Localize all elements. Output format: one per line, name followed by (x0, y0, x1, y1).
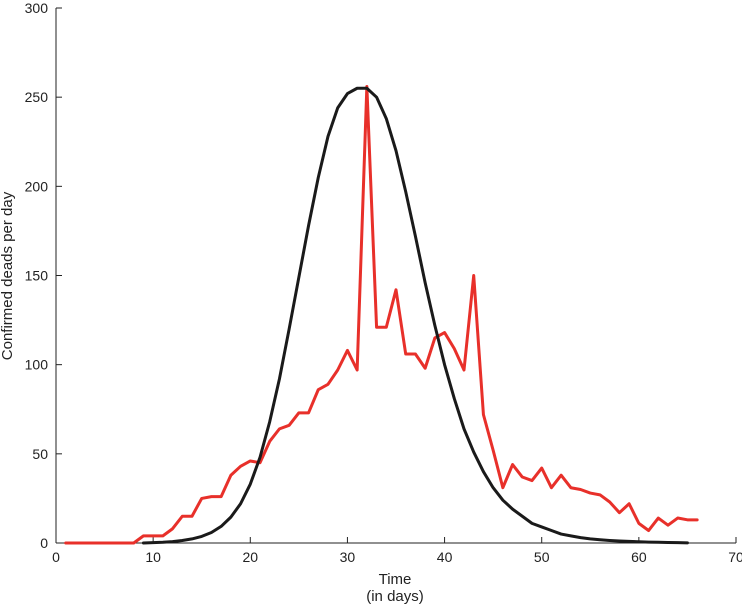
x-tick-label: 70 (728, 549, 742, 565)
x-tick-label: 40 (437, 549, 453, 565)
y-tick-label: 250 (25, 89, 49, 105)
y-tick-label: 150 (25, 268, 49, 284)
x-axis-subtitle: (in days) (366, 588, 424, 605)
observed-data-line (64, 84, 699, 545)
x-axis-ticks: 0 10 20 30 40 50 60 70 (52, 537, 742, 565)
x-tick-label: 10 (145, 549, 161, 565)
x-axis-title: Time (379, 571, 412, 588)
y-tick-label: 0 (40, 535, 48, 551)
x-tick-label: 20 (242, 549, 258, 565)
x-tick-label: 50 (534, 549, 550, 565)
y-tick-label: 300 (25, 0, 49, 16)
series-layer (64, 84, 699, 545)
y-tick-label: 50 (32, 446, 48, 462)
fitted-curve-line (141, 86, 689, 545)
y-tick-label: 100 (25, 357, 49, 373)
y-axis-title: Confirmed deads per day (0, 191, 16, 360)
x-tick-label: 30 (340, 549, 356, 565)
y-axis-ticks: 0 50 100 150 200 250 300 (25, 0, 62, 551)
y-tick-label: 200 (25, 178, 49, 194)
x-tick-label: 60 (631, 549, 647, 565)
x-tick-label: 0 (52, 549, 60, 565)
axes (55, 8, 736, 544)
